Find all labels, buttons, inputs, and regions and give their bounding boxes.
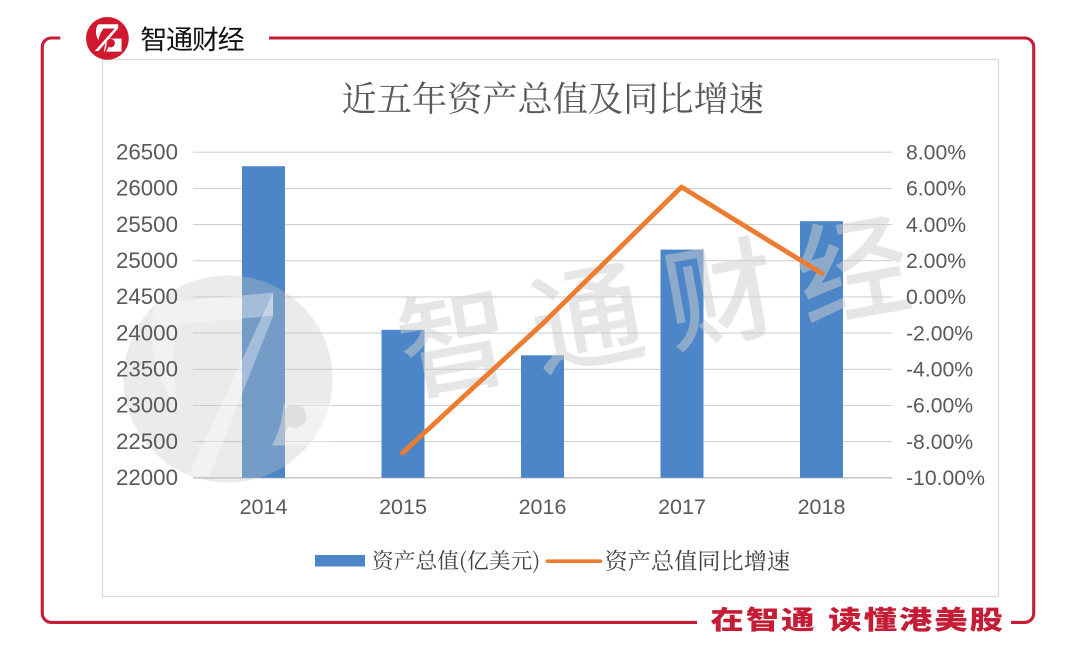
svg-text:-6.00%: -6.00% <box>906 395 973 418</box>
svg-text:23000: 23000 <box>116 393 178 418</box>
svg-text:2016: 2016 <box>519 495 567 519</box>
svg-text:2.00%: 2.00% <box>906 250 966 273</box>
svg-text:2017: 2017 <box>658 495 706 519</box>
svg-text:-2.00%: -2.00% <box>906 322 973 345</box>
svg-text:2014: 2014 <box>240 495 288 519</box>
svg-text:22500: 22500 <box>116 429 178 454</box>
svg-text:4.00%: 4.00% <box>906 214 966 237</box>
svg-text:23500: 23500 <box>116 357 178 382</box>
svg-text:2018: 2018 <box>798 495 846 519</box>
svg-text:22000: 22000 <box>116 465 178 490</box>
svg-text:0.00%: 0.00% <box>906 286 966 309</box>
svg-text:24000: 24000 <box>116 320 178 345</box>
svg-text:2015: 2015 <box>379 495 427 519</box>
svg-text:25500: 25500 <box>116 212 178 237</box>
svg-text:26000: 26000 <box>116 176 178 201</box>
svg-text:6.00%: 6.00% <box>906 178 966 201</box>
svg-text:-4.00%: -4.00% <box>906 359 973 382</box>
svg-text:25000: 25000 <box>116 248 178 273</box>
svg-text:8.00%: 8.00% <box>906 141 966 164</box>
svg-text:-8.00%: -8.00% <box>906 431 973 454</box>
svg-text:26500: 26500 <box>116 139 178 164</box>
svg-text:24500: 24500 <box>116 284 178 309</box>
svg-text:-10.00%: -10.00% <box>906 467 985 490</box>
